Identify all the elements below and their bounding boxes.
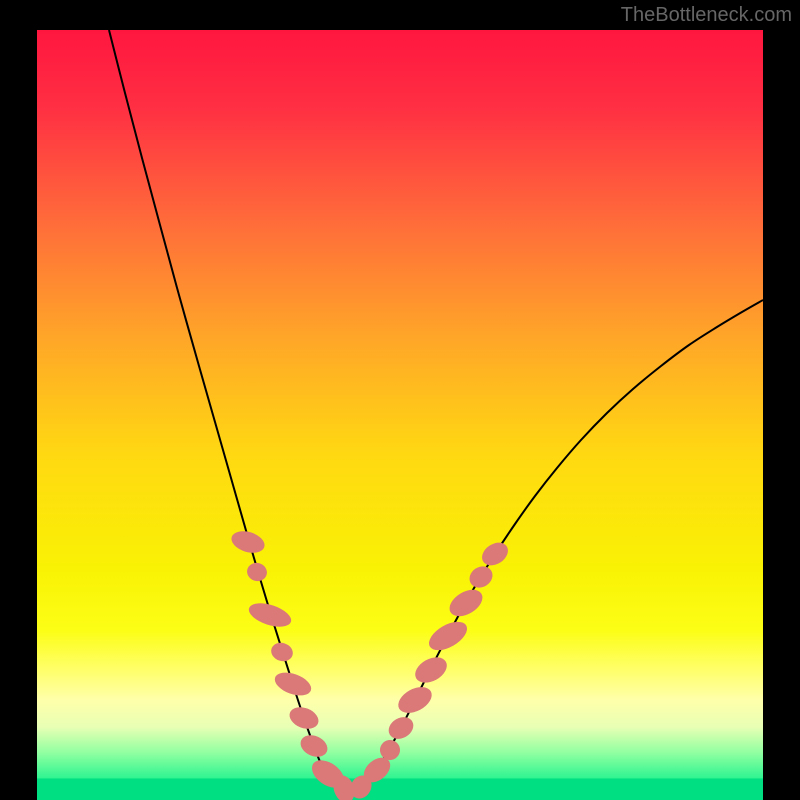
overlay-pill [269, 640, 295, 664]
overlay-pill [466, 562, 497, 592]
curve-left-branch [109, 30, 347, 792]
overlay-pill [424, 616, 471, 656]
overlay-pill [394, 682, 436, 718]
overlay-pill [411, 652, 451, 688]
plot-area [37, 30, 763, 800]
overlay-pill [272, 668, 315, 700]
overlay-pill-group [229, 527, 512, 800]
overlay-pill [246, 599, 294, 632]
bottom-green-band [37, 778, 763, 800]
overlay-pill [445, 584, 487, 621]
curve-layer [37, 30, 763, 800]
overlay-pill [229, 527, 267, 556]
overlay-pill [286, 703, 321, 732]
overlay-pill [245, 560, 269, 583]
overlay-pill [478, 538, 512, 570]
curve-right-branch [347, 300, 763, 792]
overlay-pill [385, 713, 418, 743]
overlay-pill [297, 731, 331, 761]
watermark-text: TheBottleneck.com [621, 4, 792, 27]
